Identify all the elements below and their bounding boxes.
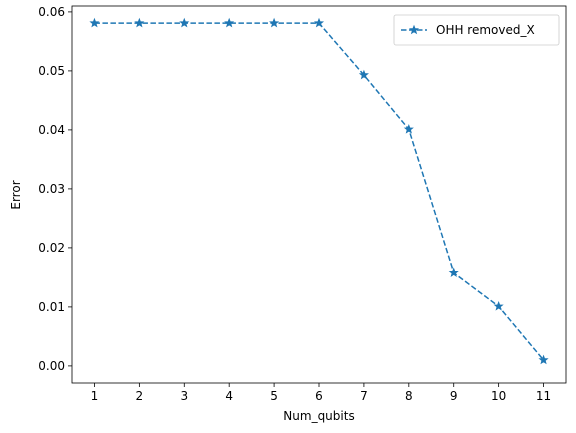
x-tick-label: 6 [315,389,323,403]
y-tick-label: 0.05 [38,64,65,78]
x-tick-label: 8 [405,389,413,403]
x-tick-label: 4 [225,389,233,403]
data-point [538,354,549,365]
x-tick-label: 10 [491,389,506,403]
y-tick-label: 0.00 [38,359,65,373]
x-axis-label: Num_qubits [283,409,354,423]
data-point [448,267,459,277]
y-tick-label: 0.02 [38,241,65,255]
data-point [179,17,190,28]
data-point [89,17,100,28]
x-tick-label: 2 [136,389,144,403]
data-point [134,17,145,28]
data-point [358,69,369,80]
legend-label: OHH removed_X [436,23,535,37]
y-axis: 0.00 0.01 0.02 0.03 0.04 0.05 0.06 [38,5,72,373]
data-point [269,17,280,28]
y-axis-label: Error [9,180,23,209]
x-tick-label: 5 [270,389,278,403]
series-markers [89,17,549,365]
x-tick-label: 9 [450,389,458,403]
y-tick-label: 0.01 [38,300,65,314]
plot-area [71,5,567,384]
data-point [313,17,325,28]
data-point [403,124,414,134]
data-point [224,17,235,28]
y-tick-label: 0.04 [38,123,65,137]
y-tick-label: 0.06 [38,5,65,19]
x-tick-label: 1 [91,389,99,403]
x-tick-label: 3 [180,389,188,403]
legend-box [393,14,560,46]
x-tick-label: 7 [360,389,368,403]
legend-star-marker [408,24,420,35]
x-axis: 1 2 3 4 5 6 7 8 9 10 11 [91,383,551,403]
legend: OHH removed_X [393,14,560,46]
y-tick-label: 0.03 [38,182,65,196]
x-tick-label: 11 [536,389,551,403]
data-point [493,300,504,311]
